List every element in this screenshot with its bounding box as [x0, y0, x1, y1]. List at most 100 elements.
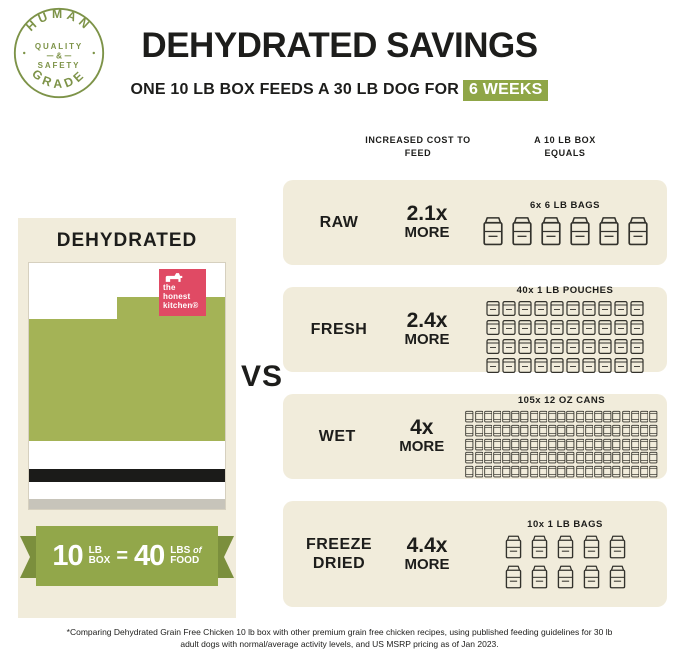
bag-icon: [529, 534, 550, 559]
row-label: FREEZE DRIED: [305, 535, 373, 572]
can-icon: [548, 465, 557, 478]
cost-multiplier: 4.4x: [406, 533, 448, 557]
footnote: *Comparing Dehydrated Grain Free Chicken…: [66, 627, 613, 650]
ribbon-shape: [20, 526, 234, 586]
can-icon: [603, 410, 612, 423]
can-icon: [529, 410, 539, 423]
can-icon: [575, 410, 585, 423]
can-icon: [566, 451, 575, 464]
can-icon: [557, 410, 566, 423]
vs-label: VS: [240, 360, 284, 393]
can-icon: [649, 424, 658, 437]
can-icon: [649, 465, 658, 478]
can-icon: [640, 465, 649, 478]
pouch-icon: [582, 338, 596, 355]
row-label: FRESH: [310, 320, 368, 338]
can-icon: [520, 438, 529, 451]
can-icon: [612, 424, 621, 437]
pouch-icon: [582, 357, 596, 374]
can-icon: [640, 424, 649, 437]
ribbon-unit-lbs: LBS: [170, 545, 191, 556]
can-icon: [575, 465, 585, 478]
can-icon: [493, 410, 502, 423]
pouch-icon: [598, 300, 612, 317]
pouch-icon: [630, 338, 644, 355]
can-icon: [649, 438, 658, 451]
can-icon: [575, 424, 585, 437]
can-icon: [529, 451, 539, 464]
cost-multiplier: 2.1x: [406, 202, 448, 226]
can-icon: [465, 410, 474, 423]
equivalent-caption: 10x 1 LB BAGS: [527, 519, 603, 530]
can-icon: [474, 410, 484, 423]
can-icon: [594, 465, 603, 478]
can-icon: [511, 438, 520, 451]
can-icon: [557, 451, 566, 464]
badge-ampersand: &: [56, 51, 62, 61]
can-icon: [585, 424, 594, 437]
row-cost: 4x MORE: [380, 417, 465, 456]
equivalent-icon-grid: [485, 300, 645, 374]
can-icon: [520, 410, 529, 423]
pouch-icon: [582, 319, 596, 336]
can-icon: [483, 451, 493, 464]
bag-icon: [555, 564, 576, 589]
can-icon: [649, 410, 658, 423]
can-icon: [474, 438, 484, 451]
can-icon: [483, 424, 493, 437]
pouch-icon: [534, 357, 548, 374]
row-cost: 4.4x MORE: [383, 533, 471, 574]
can-icon: [640, 451, 649, 464]
equivalent-icon-grid: [502, 534, 629, 589]
pouch-icon: [534, 319, 548, 336]
row-label: WET: [318, 427, 356, 445]
can-icon: [594, 410, 603, 423]
pouch-icon: [614, 319, 628, 336]
pouch-icon: [486, 300, 500, 317]
pouch-icon: [566, 357, 580, 374]
can-icon: [520, 424, 529, 437]
bag-icon: [581, 564, 602, 589]
can-icon: [594, 451, 603, 464]
can-icon: [612, 410, 621, 423]
equivalent-caption: 6x 6 LB BAGS: [530, 199, 600, 211]
subtitle-highlight: 6 WEEKS: [463, 80, 549, 101]
can-icon: [557, 438, 566, 451]
pouch-icon: [502, 338, 516, 355]
pouch-icon: [534, 338, 548, 355]
row-cost: 2.4x MORE: [383, 310, 471, 349]
bag-icon: [596, 215, 622, 246]
bag-icon: [529, 564, 550, 589]
can-icon: [511, 465, 520, 478]
can-icon: [612, 438, 621, 451]
can-icon: [483, 438, 493, 451]
ribbon-num-40: 40: [134, 539, 165, 572]
pouch-icon: [614, 338, 628, 355]
badge-center-line1: QUALITY: [35, 42, 83, 51]
can-icon: [539, 465, 548, 478]
pouch-icon: [518, 319, 532, 336]
can-icon: [465, 451, 474, 464]
can-icon: [585, 465, 594, 478]
pouch-icon: [502, 300, 516, 317]
ribbon-banner: 10 LB BOX = 40 LBS of FOOD: [20, 526, 234, 586]
bag-icon: [581, 534, 602, 559]
can-icon: [630, 410, 640, 423]
can-icon: [539, 438, 548, 451]
can-icon: [474, 465, 484, 478]
row-equivalent: 10x 1 LB BAGS: [471, 519, 659, 589]
bag-icon: [509, 215, 535, 246]
comparison-row-wet: WET 4x MORE 105x 12 OZ CANS: [283, 394, 667, 479]
pouch-icon: [550, 357, 564, 374]
can-icon: [557, 424, 566, 437]
cost-word: MORE: [399, 438, 445, 456]
pouch-icon: [486, 357, 500, 374]
can-icon: [594, 424, 603, 437]
pouch-icon: [614, 357, 628, 374]
pouch-icon: [614, 300, 628, 317]
bag-icon: [567, 215, 593, 246]
ribbon-num-10: 10: [52, 539, 83, 572]
equivalent-icon-grid: [464, 410, 659, 478]
comparison-row-fresh: FRESH 2.4x MORE 40x 1 LB POUCHES: [283, 285, 667, 374]
